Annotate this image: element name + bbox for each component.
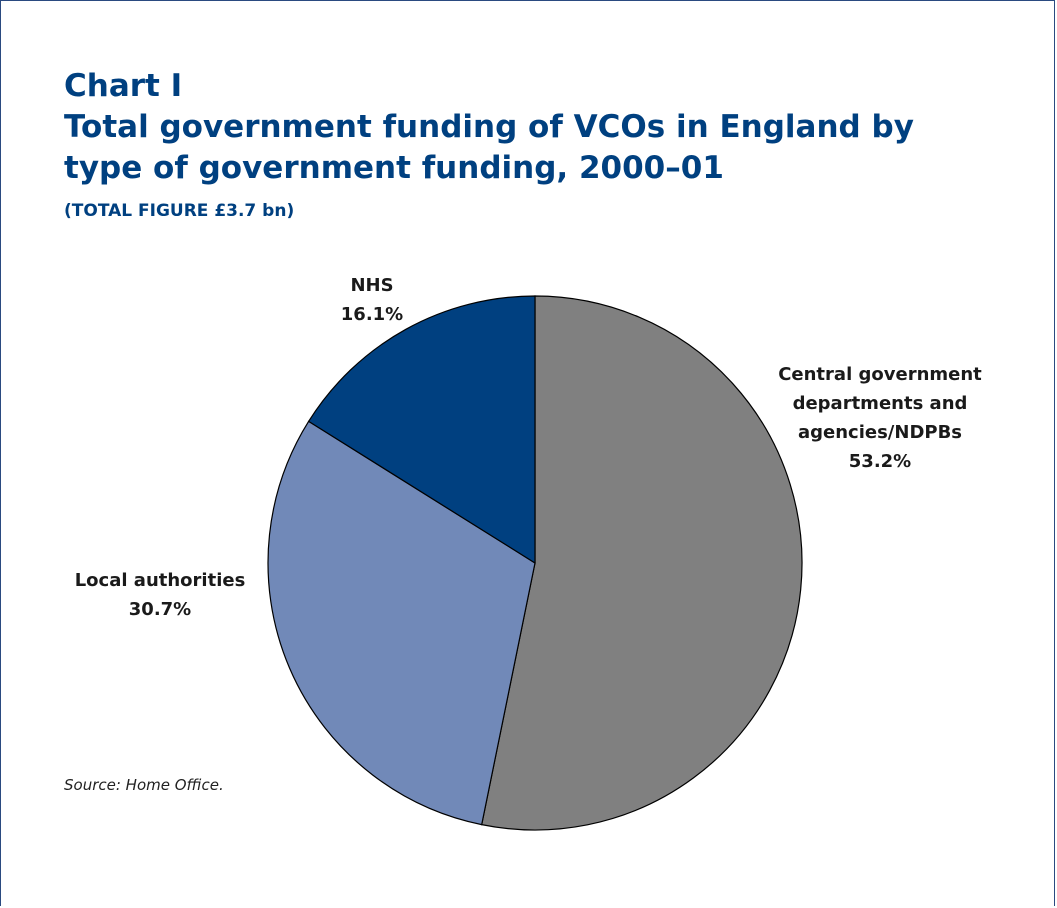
slice-name-line: Central government [778,364,982,385]
source-note: Source: Home Office. [64,776,224,794]
slice-name-line: agencies/NDPBs [798,422,962,443]
pie-slice-1 [267,420,536,826]
slice-label-1: Local authorities 30.7% [75,570,246,620]
slice-label-2: NHS 16.1% [341,275,403,325]
slice-name-line: Local authorities [75,570,246,591]
chart-title: Total government funding of VCOs in Engl… [64,109,914,186]
pie-slice-0 [480,295,803,831]
pie-slice-2 [307,295,536,565]
slice-value-label: 16.1% [341,304,403,325]
slice-name-line: NHS [350,275,393,296]
slice-label-0: Central government departments and agencie… [778,364,982,472]
chart-subtitle: (TOTAL FIGURE £3.7 bn) [64,201,295,221]
slice-value-label: 53.2% [849,451,911,472]
slice-name-line: departments and [793,393,968,414]
slice-value-label: 30.7% [129,599,191,620]
chart-header: Chart I Total government funding of VCOs… [64,66,1024,221]
chart-label: Chart I [64,68,183,104]
